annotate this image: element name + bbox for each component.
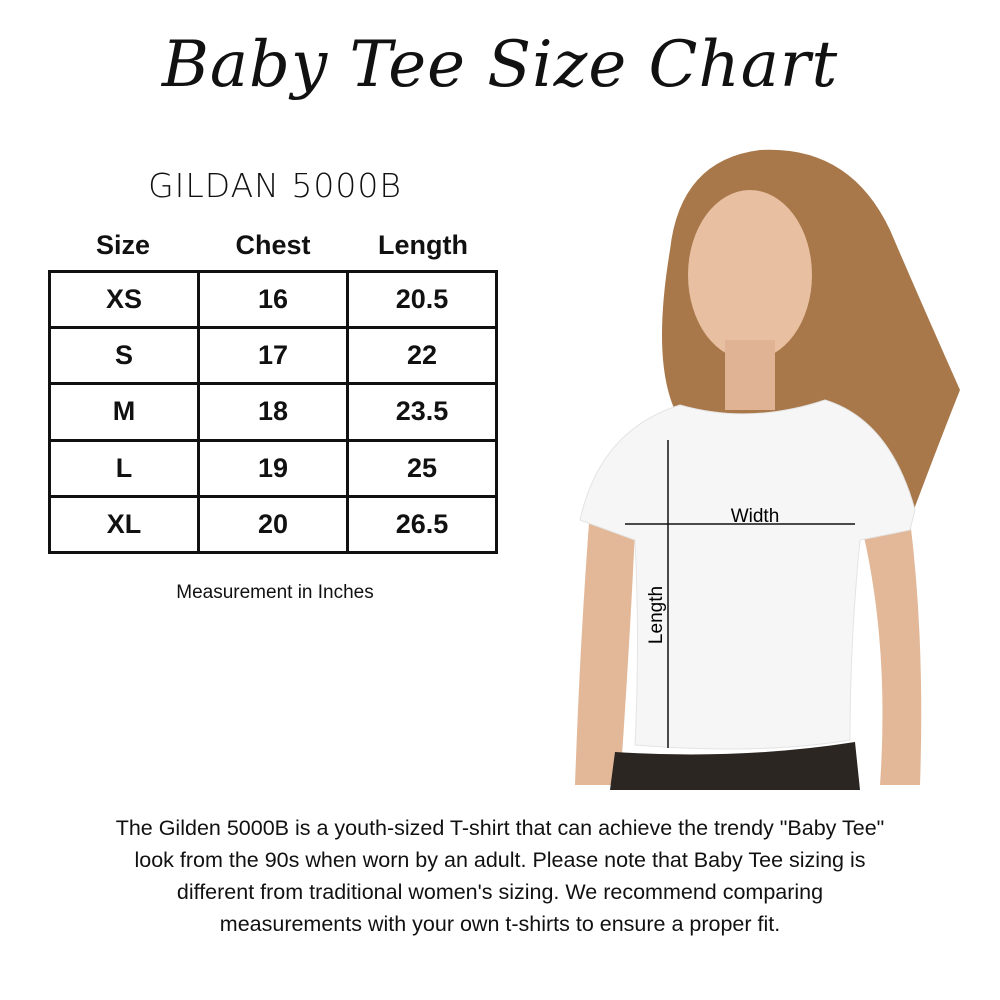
cell-size: XL [48, 494, 200, 555]
description-line: measurements with your own t-shirts to e… [219, 912, 781, 936]
table-row: XS 16 20.5 [48, 269, 498, 330]
model-photo: Width Length [575, 149, 960, 790]
cell-length: 22 [346, 326, 498, 386]
cell-chest: 18 [197, 382, 349, 442]
header-chest: Chest [235, 230, 311, 260]
cell-chest: 16 [197, 269, 349, 330]
table-row: M 18 23.5 [48, 382, 498, 442]
table-header: Size Chest Length [48, 230, 498, 261]
length-label: Length [646, 586, 667, 644]
cell-length: 25 [346, 438, 498, 498]
table-row: L 19 25 [48, 438, 498, 498]
neck [725, 340, 775, 410]
width-label: Width [731, 506, 780, 527]
left-arm [575, 510, 635, 785]
right-arm [860, 520, 922, 785]
cell-chest: 17 [197, 326, 349, 386]
header-length: Length [378, 230, 468, 260]
page-title: Baby Tee Size Chart [161, 28, 839, 102]
header-size: Size [95, 230, 151, 260]
cell-size: S [48, 326, 200, 386]
table-row: S 17 22 [48, 326, 498, 386]
cell-length: 26.5 [346, 494, 498, 555]
cell-size: XS [48, 269, 200, 330]
cell-size: L [48, 438, 200, 498]
cell-length: 23.5 [346, 382, 498, 442]
description-line: look from the 90s when worn by an adult.… [134, 848, 866, 872]
table-row: XL 20 26.5 [48, 494, 498, 555]
cell-size: M [48, 382, 200, 442]
pants [610, 742, 860, 790]
white-tee [579, 399, 916, 750]
cell-chest: 19 [197, 438, 349, 498]
face [688, 190, 812, 360]
brand-model: GILDAN 5000B [148, 166, 402, 205]
cell-chest: 20 [197, 494, 349, 555]
unit-note: Measurement in Inches [176, 582, 374, 603]
description: The Gilden 5000B is a youth-sized T-shir… [20, 812, 980, 940]
description-line: different from traditional women's sizin… [176, 880, 824, 904]
description-line: The Gilden 5000B is a youth-sized T-shir… [115, 816, 885, 840]
cell-length: 20.5 [346, 269, 498, 330]
size-table: XS 16 20.5 S 17 22 M 18 23.5 L 19 25 XL 20 26.5 [48, 269, 498, 555]
